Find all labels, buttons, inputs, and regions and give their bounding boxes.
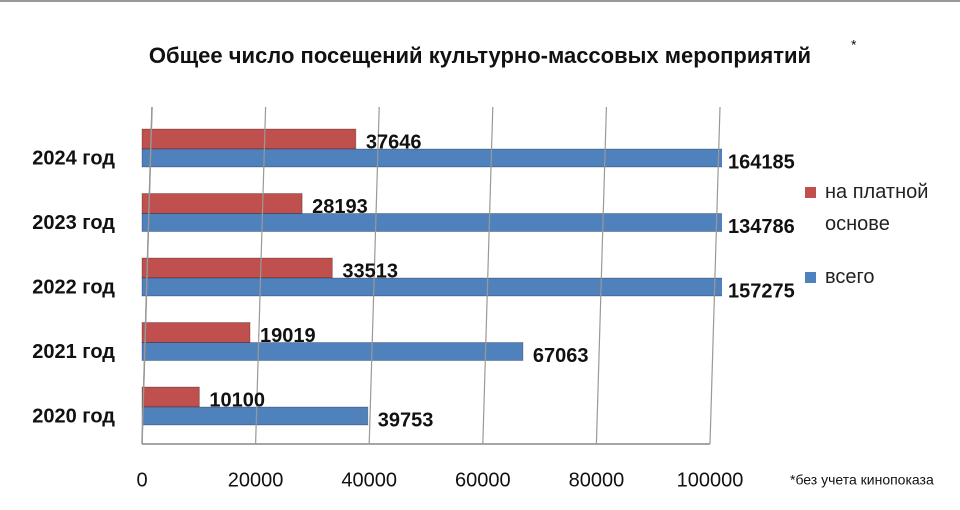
bar bbox=[141, 342, 524, 361]
footnote: *без учета кинопоказа bbox=[790, 472, 934, 488]
y-tick-label: 2020 год bbox=[32, 405, 115, 427]
x-tick-label: 40000 bbox=[341, 469, 397, 491]
legend-label: всего bbox=[825, 266, 875, 288]
bar bbox=[141, 406, 369, 426]
x-tick-label: 80000 bbox=[569, 469, 625, 491]
data-label: 134786 bbox=[728, 216, 795, 238]
y-tick-label: 2022 год bbox=[32, 276, 115, 298]
bar bbox=[141, 128, 357, 150]
data-label: 33513 bbox=[342, 260, 398, 282]
grid-line bbox=[482, 106, 494, 445]
data-label: 164185 bbox=[728, 151, 795, 173]
data-label: 39753 bbox=[378, 409, 434, 431]
y-tick-label: 2021 год bbox=[32, 341, 115, 363]
x-tick-label: 60000 bbox=[455, 469, 511, 491]
grid-line bbox=[368, 106, 380, 445]
data-label: 10100 bbox=[209, 389, 265, 411]
x-tick-label: 0 bbox=[136, 469, 147, 491]
data-label: 157275 bbox=[728, 280, 795, 302]
bar bbox=[141, 213, 722, 232]
grid-line bbox=[141, 106, 153, 445]
x-tick-label: 20000 bbox=[228, 469, 284, 491]
y-tick-label: 2024 год bbox=[32, 147, 115, 169]
legend-swatch bbox=[805, 272, 816, 283]
data-label: 67063 bbox=[533, 345, 589, 367]
bar bbox=[141, 257, 333, 279]
legend-swatch bbox=[805, 187, 816, 198]
bar bbox=[141, 193, 303, 214]
x-tick-label: 100000 bbox=[677, 469, 744, 491]
grid-line bbox=[709, 106, 721, 445]
bar bbox=[141, 386, 200, 408]
data-label: 28193 bbox=[312, 196, 368, 218]
chart-title: Общее число посещений культурно-массовых… bbox=[149, 43, 811, 68]
bar bbox=[141, 322, 251, 343]
grid-line bbox=[595, 106, 607, 445]
y-tick-label: 2023 год bbox=[32, 212, 115, 234]
grid-line bbox=[255, 106, 267, 445]
legend-label: на платной основе bbox=[825, 181, 929, 235]
title-note-mark: * bbox=[851, 37, 857, 53]
data-label: 19019 bbox=[260, 325, 316, 347]
data-label: 37646 bbox=[366, 131, 422, 153]
bar bbox=[141, 277, 722, 297]
bar bbox=[141, 148, 722, 168]
